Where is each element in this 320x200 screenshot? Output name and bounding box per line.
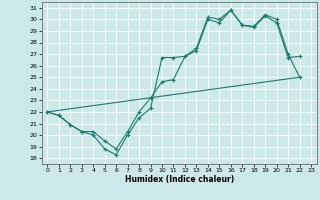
X-axis label: Humidex (Indice chaleur): Humidex (Indice chaleur): [124, 175, 234, 184]
